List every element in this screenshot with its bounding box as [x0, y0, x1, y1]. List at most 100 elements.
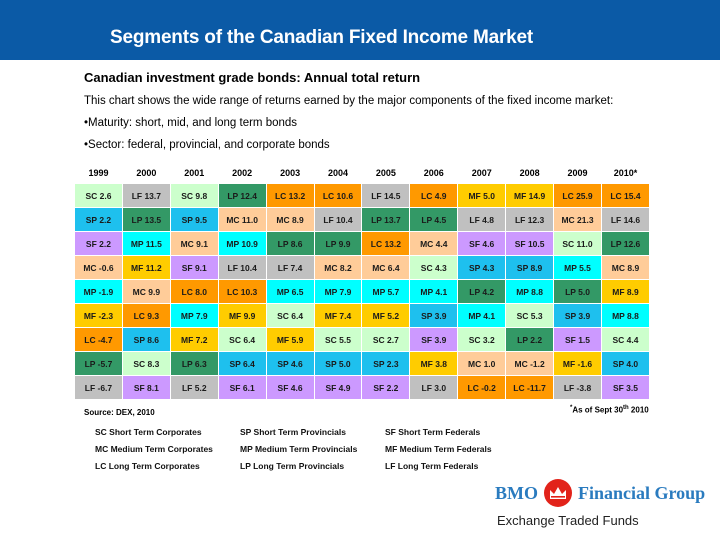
return-cell: LP 9.9 — [313, 231, 363, 256]
return-cell: LF 12.3 — [505, 207, 555, 232]
return-cell: MC 11.0 — [217, 207, 267, 232]
year-header: 2006 — [423, 167, 444, 178]
return-cell: SC 6.4 — [265, 303, 315, 328]
return-cell: LC 10.3 — [217, 279, 267, 304]
return-cell: MP 5.7 — [361, 279, 411, 304]
return-cell: LC 25.9 — [553, 183, 602, 208]
table-row: SC 2.6 LF 13.7 SC 9.8 LP 12.4 LC 13.2 LC 10.6… — [74, 183, 651, 208]
return-cell: SF 2.2 — [361, 375, 411, 400]
return-cell: LC 9.3 — [121, 303, 171, 328]
return-cell: MC 4.4 — [409, 231, 459, 256]
return-cell: MP 11.5 — [121, 231, 171, 256]
return-cell: SP 3.9 — [409, 303, 459, 328]
return-cell: SC 2.7 — [361, 327, 411, 352]
return-cell: SF 8.1 — [121, 375, 171, 400]
return-cell: SC 4.4 — [600, 327, 651, 352]
return-cell: MF -1.6 — [553, 351, 602, 376]
return-cell: MF 5.0 — [457, 183, 507, 208]
return-cell: LF 10.4 — [217, 255, 267, 280]
return-cell: MF 8.9 — [600, 279, 651, 304]
return-cell: LF 14.5 — [361, 183, 411, 208]
logo-bmo-text: BMO — [495, 482, 538, 503]
return-cell: LP 13.7 — [361, 207, 411, 232]
table-row: SF 2.2 MP 11.5 MC 9.1 MP 10.9 LP 8.6 LP 9.9 LC… — [74, 231, 651, 256]
logo-financial-group: Financial Group — [578, 482, 706, 503]
return-cell: MP -1.9 — [74, 279, 123, 304]
return-cell: MF 14.9 — [505, 183, 555, 208]
return-cell: LC 15.4 — [600, 183, 651, 208]
return-cell: LF -6.7 — [74, 375, 123, 400]
return-cell: SP 5.0 — [313, 351, 363, 376]
year-header: 2010* — [613, 167, 638, 178]
bullet-sector: •Sector: federal, provincial, and corpor… — [84, 139, 330, 151]
year-header: 1999 — [88, 167, 109, 178]
return-cell: LF 5.2 — [169, 375, 219, 400]
bmo-logo: BMO Financial Group — [495, 478, 705, 508]
return-cell: LF 3.0 — [409, 375, 459, 400]
return-cell: LP 5.0 — [553, 279, 602, 304]
returns-table: 1999 2000 2001 2002 2003 2004 2005 2006 2007 2008… — [74, 162, 651, 400]
return-cell: SC 6.4 — [217, 327, 267, 352]
return-cell: LP 6.3 — [169, 351, 219, 376]
return-cell: SC 5.3 — [505, 303, 555, 328]
return-cell: SF 4.6 — [265, 375, 315, 400]
footnote-sup: th — [623, 405, 629, 411]
return-cell: MC 9.1 — [169, 231, 219, 256]
return-cell: MP 8.8 — [600, 303, 651, 328]
return-cell: MP 10.9 — [217, 231, 267, 256]
return-cell: MC 1.0 — [457, 351, 507, 376]
return-cell: SP 4.0 — [600, 351, 651, 376]
return-cell: MC -1.2 — [505, 351, 555, 376]
return-cell: SP 6.4 — [217, 351, 267, 376]
return-cell: MC 9.9 — [121, 279, 171, 304]
roundel-icon — [544, 479, 572, 507]
table-row: MC -0.6 MF 11.2 SF 9.1 LF 10.4 LF 7.4 MC 8.2 M… — [74, 255, 651, 280]
return-cell: LC -11.7 — [505, 375, 555, 400]
return-cell: LP -5.7 — [74, 351, 123, 376]
return-cell: SF 4.6 — [457, 231, 507, 256]
table-row: LC -4.7 SP 8.6 MF 7.2 SC 6.4 MF 5.9 SC 5.5 SC … — [74, 327, 651, 352]
return-cell: LC -0.2 — [457, 375, 507, 400]
year-header: 2007 — [471, 167, 492, 178]
return-cell: MP 7.9 — [313, 279, 363, 304]
return-cell: LF 7.4 — [265, 255, 315, 280]
legend-item: LF Long Term Federals — [385, 461, 479, 471]
return-cell: LC 13.2 — [265, 183, 315, 208]
footnote: *As of Sept 30th 2010 — [570, 405, 649, 415]
return-cell: MF 5.2 — [361, 303, 411, 328]
return-cell: LC 4.9 — [409, 183, 459, 208]
return-cell: LP 12.4 — [217, 183, 267, 208]
return-cell: MF 5.9 — [265, 327, 315, 352]
return-cell: LP 13.5 — [121, 207, 171, 232]
return-cell: MP 4.1 — [457, 303, 507, 328]
legend-item: SF Short Term Federals — [385, 427, 481, 437]
return-cell: SF 6.1 — [217, 375, 267, 400]
legend-item: MF Medium Term Federals — [385, 444, 492, 454]
return-cell: MF 11.2 — [121, 255, 171, 280]
legend-item: MC Medium Term Corporates — [95, 444, 213, 454]
year-header: 2005 — [375, 167, 396, 178]
return-cell: SP 3.9 — [553, 303, 602, 328]
return-cell: SF 2.2 — [74, 231, 123, 256]
return-cell: MF 7.4 — [313, 303, 363, 328]
return-cell: SC 11.0 — [553, 231, 602, 256]
return-cell: SP 4.6 — [265, 351, 315, 376]
return-cell: LF 13.7 — [121, 183, 171, 208]
return-cell: LC 8.0 — [169, 279, 219, 304]
footnote-text: As of Sept 30 — [572, 405, 624, 415]
year-header: 2002 — [232, 167, 253, 178]
return-cell: SP 2.3 — [361, 351, 411, 376]
return-cell: SF 9.1 — [169, 255, 219, 280]
table-row: LP -5.7 SC 8.3 LP 6.3 SP 6.4 SP 4.6 SP 5.0 SP … — [74, 351, 651, 376]
return-cell: MF -2.3 — [74, 303, 123, 328]
return-cell: SC 5.5 — [313, 327, 363, 352]
legend-item: LP Long Term Provincials — [240, 461, 345, 471]
return-cell: SC 8.3 — [121, 351, 171, 376]
return-cell: LC -4.7 — [74, 327, 123, 352]
return-cell: SP 8.6 — [121, 327, 171, 352]
year-header: 2004 — [327, 167, 348, 178]
return-cell: SF 3.5 — [600, 375, 651, 400]
chart-subtitle: Canadian investment grade bonds: Annual … — [84, 70, 421, 85]
legend-item: MP Medium Term Provincials — [240, 444, 358, 454]
return-cell: SC 4.3 — [409, 255, 459, 280]
